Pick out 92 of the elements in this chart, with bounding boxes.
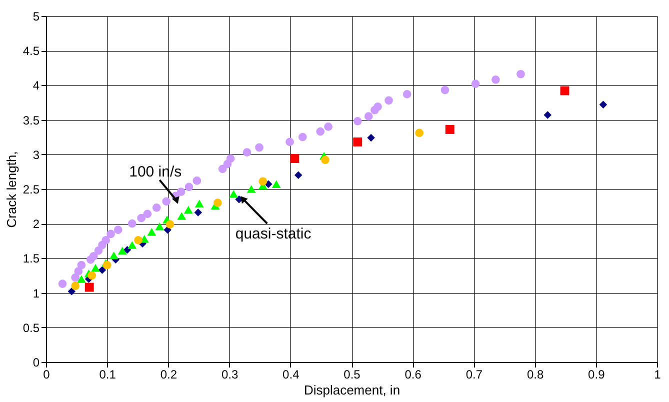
y-tick-label: 3 <box>32 148 40 162</box>
point <box>134 236 142 244</box>
y-tick-label: 4 <box>32 78 40 93</box>
point <box>143 210 152 218</box>
point <box>321 156 330 164</box>
point <box>91 264 100 272</box>
point <box>184 206 193 214</box>
point <box>298 132 307 142</box>
point <box>492 75 500 84</box>
point <box>353 137 362 146</box>
point <box>155 222 164 230</box>
point <box>316 127 325 136</box>
point <box>516 70 525 78</box>
point <box>272 180 281 188</box>
point <box>367 134 375 142</box>
point <box>184 182 194 192</box>
y-tick-label: 5 <box>32 10 40 24</box>
point <box>471 80 480 88</box>
point <box>177 212 186 220</box>
point <box>102 236 110 244</box>
y-tick-label: 1 <box>32 286 40 300</box>
point <box>440 86 450 94</box>
point <box>246 185 256 193</box>
point <box>98 266 106 274</box>
point <box>290 154 300 164</box>
point <box>88 271 96 280</box>
x-tick-label: 1 <box>654 368 662 382</box>
point <box>77 260 86 270</box>
point <box>118 246 127 254</box>
point <box>128 219 136 228</box>
point <box>147 228 156 236</box>
point <box>166 220 174 228</box>
point <box>384 96 393 105</box>
point <box>71 282 80 290</box>
point <box>58 280 67 288</box>
point <box>402 90 412 98</box>
point <box>599 100 608 108</box>
point <box>445 125 454 134</box>
x-tick-label: 0.3 <box>221 368 238 382</box>
x-tick-label: 0.8 <box>526 368 544 382</box>
point <box>162 197 171 206</box>
y-tick-label: 2.5 <box>22 182 40 196</box>
point <box>128 241 137 249</box>
point <box>218 164 227 174</box>
point <box>194 200 204 208</box>
y-tick-label: 2 <box>32 217 40 232</box>
x-tick-label: 0.9 <box>588 368 606 382</box>
y-axis-title: Crack length, <box>4 151 19 228</box>
y-tick-label: 3.5 <box>22 113 40 128</box>
point <box>176 188 186 196</box>
x-tick-label: 0.5 <box>344 368 361 382</box>
point <box>194 208 202 216</box>
point <box>294 171 302 180</box>
y-tick-label: 0 <box>32 356 40 370</box>
x-tick-label: 0.1 <box>99 368 116 382</box>
point <box>324 122 332 131</box>
point <box>102 260 112 270</box>
x-tick-label: 0.7 <box>466 368 483 382</box>
point <box>286 138 294 146</box>
point <box>109 252 118 260</box>
point <box>106 230 115 238</box>
point <box>214 198 222 208</box>
x-tick-label: 0.2 <box>160 368 178 382</box>
point <box>242 148 252 156</box>
point <box>84 282 94 292</box>
x-axis-title: Displacement, in <box>304 382 400 398</box>
x-tick-label: 0.6 <box>404 368 422 382</box>
point <box>229 190 238 198</box>
point <box>374 102 382 111</box>
point <box>544 111 552 119</box>
point <box>560 86 570 96</box>
point <box>152 204 161 212</box>
point <box>137 214 146 222</box>
x-tick-label: 0.4 <box>282 368 300 382</box>
point <box>76 275 86 283</box>
point <box>74 267 83 276</box>
point <box>364 112 373 121</box>
point <box>192 176 202 185</box>
y-tick-label: 0.5 <box>22 320 40 335</box>
point <box>114 226 122 234</box>
y-tick-label: 1.5 <box>22 252 40 266</box>
point <box>123 246 132 254</box>
point <box>71 273 80 282</box>
point <box>89 252 98 260</box>
x-tick-label: 0 <box>43 368 50 382</box>
y-tick-label: 4.5 <box>22 44 40 58</box>
point <box>258 177 268 186</box>
point <box>415 128 424 138</box>
point <box>353 117 362 126</box>
point <box>68 288 76 296</box>
point <box>255 143 264 152</box>
point <box>226 154 235 163</box>
